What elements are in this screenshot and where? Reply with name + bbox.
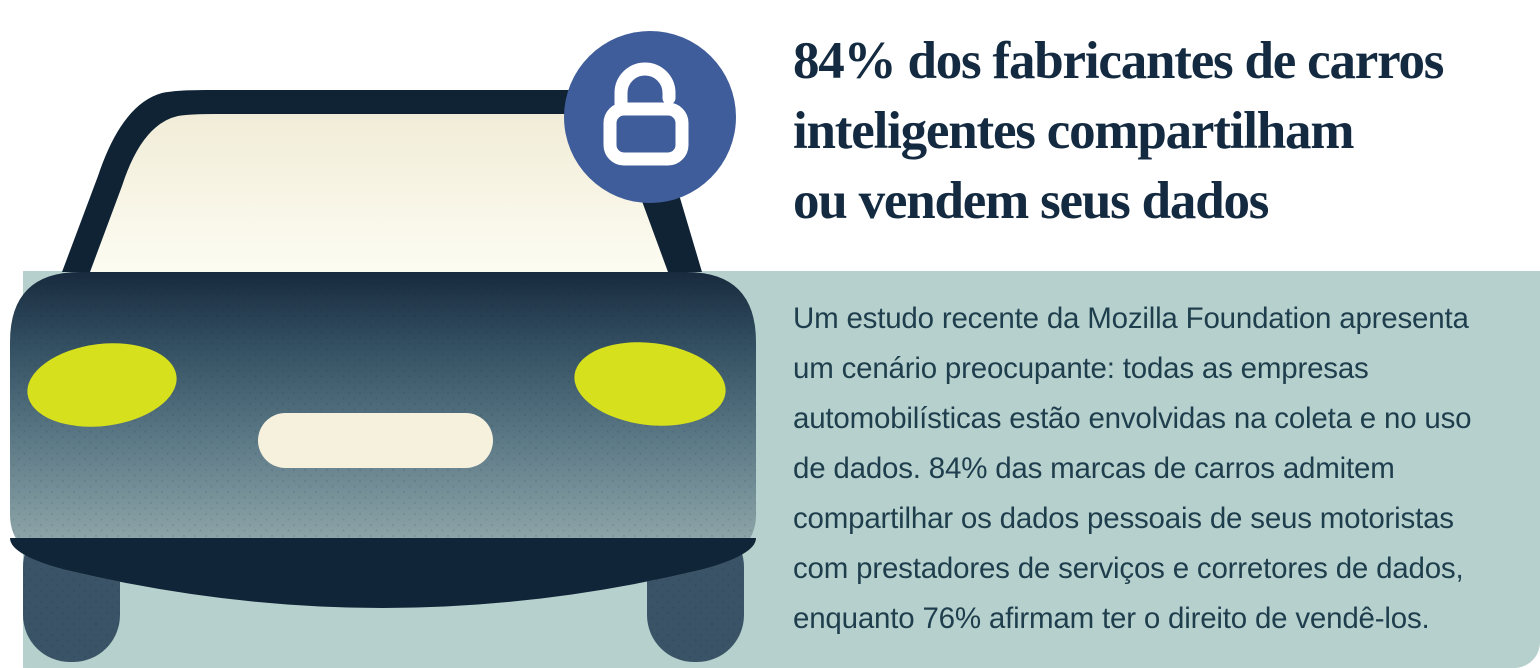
- headline: 84% dos fabricantes de carros inteligent…: [793, 26, 1444, 236]
- paragraph-line: de dados. 84% das marcas de carros admit…: [793, 452, 1395, 485]
- paragraph-line: compartilhar os dados pessoais de seus m…: [793, 502, 1454, 535]
- paragraph-line: Um estudo recente da Mozilla Foundation …: [793, 302, 1469, 335]
- headline-line: 84% dos fabricantes de carros: [793, 32, 1444, 90]
- headlight-left: [27, 343, 177, 427]
- paragraph-line: enquanto 76% afirmam ter o direito de ve…: [793, 602, 1430, 635]
- headline-line: ou vendem seus dados: [793, 172, 1269, 230]
- bumper-band: [10, 538, 756, 608]
- headlight-right: [574, 342, 726, 426]
- windshield: [90, 114, 668, 272]
- headline-line: inteligentes compartilham: [793, 102, 1354, 160]
- paragraph-line: um cenário preocupante: todas as empresa…: [793, 352, 1369, 385]
- body-paragraph: Um estudo recente da Mozilla Foundation …: [793, 294, 1472, 644]
- unlock-badge: [564, 31, 736, 203]
- unlocked-padlock-icon: [603, 62, 689, 166]
- smart-car-front-illustration: [10, 90, 756, 662]
- license-plate: [258, 413, 493, 468]
- paragraph-line: com prestadores de serviços e corretores…: [793, 552, 1464, 585]
- paragraph-line: automobilísticas estão envolvidas na col…: [793, 402, 1472, 435]
